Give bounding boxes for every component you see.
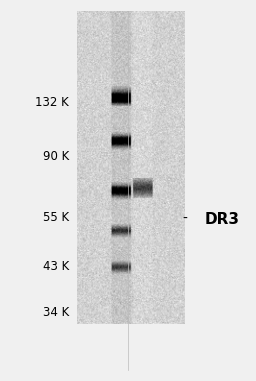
Text: DR3: DR3 bbox=[205, 211, 240, 227]
Text: 34 K: 34 K bbox=[43, 306, 69, 319]
Text: 132 K: 132 K bbox=[35, 96, 69, 109]
Text: 55 K: 55 K bbox=[43, 211, 69, 224]
Text: -: - bbox=[182, 212, 187, 226]
Text: 43 K: 43 K bbox=[43, 260, 69, 273]
Text: 90 K: 90 K bbox=[43, 150, 69, 163]
